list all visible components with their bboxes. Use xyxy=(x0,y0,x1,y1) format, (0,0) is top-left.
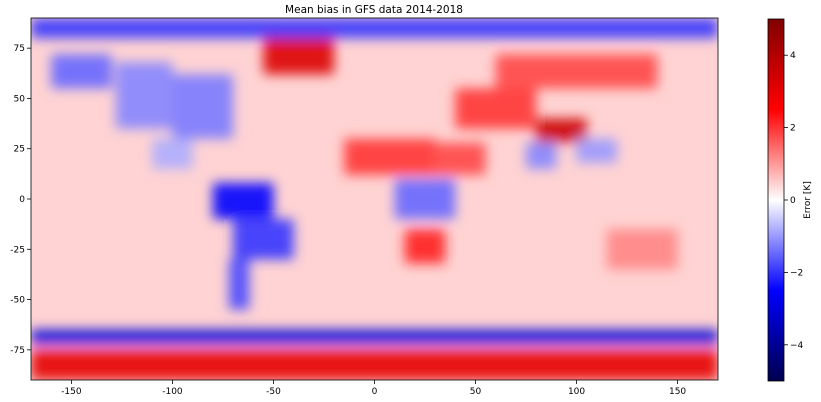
y-tick-label: -50 xyxy=(10,296,25,306)
y-tick-label: 75 xyxy=(14,44,25,54)
y-tick-label: 50 xyxy=(14,94,26,104)
bias-region-1 xyxy=(115,62,173,129)
colorbar xyxy=(767,18,785,382)
colorbar-label: Error [K] xyxy=(803,181,813,219)
bias-region-4 xyxy=(212,182,274,220)
x-tick-label: 0 xyxy=(372,387,378,397)
bias-region-20 xyxy=(31,18,718,39)
bias-region-5 xyxy=(233,219,294,260)
colorbar-ticks: 4 2 0 −2 −4 xyxy=(784,51,804,351)
bias-region-15 xyxy=(526,142,557,169)
y-axis: 75 50 25 0 -25 -50 -75 xyxy=(10,44,31,356)
bias-region-11 xyxy=(404,229,446,264)
bias-region-10 xyxy=(394,178,456,220)
x-tick-label: -100 xyxy=(162,387,183,397)
bias-region-7 xyxy=(263,34,335,75)
x-tick-label: 100 xyxy=(568,387,585,397)
bias-region-14 xyxy=(495,54,658,89)
bias-region-2 xyxy=(172,74,234,139)
colorbar-tick-label: −2 xyxy=(790,268,803,278)
bias-region-17 xyxy=(606,229,678,270)
y-tick-label: -75 xyxy=(10,346,25,356)
y-tick-label: 25 xyxy=(14,145,25,155)
bias-region-0 xyxy=(51,54,112,89)
x-tick-label: -150 xyxy=(61,387,82,397)
bias-region-3 xyxy=(152,138,193,169)
bias-region-8 xyxy=(344,138,436,175)
y-tick-label: 0 xyxy=(19,195,25,205)
x-tick-label: -50 xyxy=(266,387,281,397)
bias-regions xyxy=(31,18,718,380)
colorbar-tick-label: −4 xyxy=(790,341,804,351)
bias-region-6 xyxy=(229,259,250,310)
colorbar-tick-label: 0 xyxy=(790,196,796,206)
y-tick-label: -25 xyxy=(10,245,25,255)
colorbar-tick-label: 4 xyxy=(790,51,796,61)
bias-region-12 xyxy=(455,88,537,129)
x-tick-label: 50 xyxy=(470,387,482,397)
x-axis: -150 -100 -50 0 50 100 150 xyxy=(61,380,686,397)
bias-region-9 xyxy=(435,142,486,175)
bias-region-18 xyxy=(31,329,718,344)
chart-title: Mean bias in GFS data 2014-2018 xyxy=(285,4,463,16)
colorbar-tick-label: 2 xyxy=(790,124,796,134)
bias-region-16 xyxy=(576,138,617,163)
bias-region-19 xyxy=(31,349,718,380)
x-tick-label: 150 xyxy=(669,387,686,397)
